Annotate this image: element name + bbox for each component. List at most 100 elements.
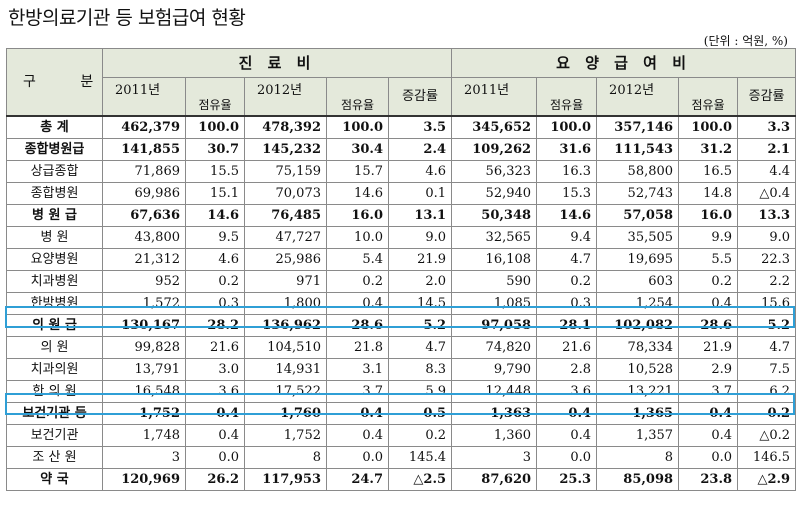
table-cell: 21.6 <box>185 336 245 359</box>
table-cell: 30.7 <box>185 138 245 161</box>
table-cell: 0.2 <box>387 424 453 447</box>
table-cell: 0.0 <box>678 446 739 469</box>
table-cell: 25.3 <box>536 468 598 491</box>
table-row: 종합병원급 141,855 30.7 145,232 30.4 2.4 109,262 31.… <box>6 138 797 161</box>
table-cell: 3.6 <box>185 380 245 403</box>
table-cell: 130,167 <box>102 314 186 337</box>
header-share: 점유율 <box>536 77 598 117</box>
table-cell: 0.2 <box>536 270 598 293</box>
table-cell: 28.1 <box>536 314 598 337</box>
table-cell: 1,752 <box>244 424 327 447</box>
table-cell: 0.4 <box>326 402 389 425</box>
table-cell: 15.1 <box>185 182 245 205</box>
table-cell: 3.6 <box>536 380 598 403</box>
table-cell: △2.5 <box>387 468 453 491</box>
table-cell: 7.5 <box>737 358 797 381</box>
table-cell: 21.9 <box>387 248 453 271</box>
row-label: 치과의원 <box>6 358 103 381</box>
table-cell: 9.0 <box>387 226 453 249</box>
header-year-2011: 2011년 <box>102 77 186 117</box>
table-cell: 14.8 <box>678 182 739 205</box>
table-cell: 3.7 <box>326 380 389 403</box>
row-label: 약 국 <box>6 468 103 491</box>
table-cell: 117,953 <box>244 468 327 491</box>
table-cell: 2.4 <box>387 138 453 161</box>
table-cell: 0.1 <box>387 182 453 205</box>
table-cell: 21,312 <box>102 248 186 271</box>
table-cell: 85,098 <box>596 468 680 491</box>
table-cell: 30.4 <box>326 138 389 161</box>
table-cell: 75,159 <box>244 160 327 183</box>
table-cell: 0.5 <box>387 402 453 425</box>
table-cell: 357,146 <box>596 115 680 139</box>
table-cell: 3.5 <box>387 115 453 139</box>
table-cell: 2.9 <box>678 358 739 381</box>
table-row: 요양병원 21,312 4.6 25,986 5.4 21.9 16,108 4.7 19,69… <box>6 248 797 271</box>
header-share: 점유율 <box>678 77 739 117</box>
header-change-rate: 증감률 <box>737 77 797 117</box>
table-cell: △2.9 <box>737 468 797 491</box>
table-cell: 8.3 <box>387 358 453 381</box>
table-cell: 100.0 <box>185 115 245 139</box>
table-cell: 0.0 <box>536 446 598 469</box>
table-cell: 4.4 <box>737 160 797 183</box>
table-cell: 10.0 <box>326 226 389 249</box>
table-cell: 13.1 <box>387 204 453 227</box>
table-cell: 3.1 <box>326 358 389 381</box>
table-cell: 14.6 <box>326 182 389 205</box>
table-cell: 5.2 <box>737 314 797 337</box>
table-cell: 1,357 <box>596 424 680 447</box>
table-cell: 16.0 <box>326 204 389 227</box>
table-cell: 31.6 <box>536 138 598 161</box>
table-row: 조 산 원 3 0.0 8 0.0 145.4 3 0.0 8 0.0 146.5 <box>6 446 797 469</box>
table-cell: 100.0 <box>536 115 598 139</box>
table-cell: 9.4 <box>536 226 598 249</box>
table-cell: 0.3 <box>536 292 598 315</box>
header-change-rate: 증감률 <box>387 77 453 117</box>
table-cell: 2.0 <box>387 270 453 293</box>
table-cell: 0.3 <box>185 292 245 315</box>
table-row: 병 원 43,800 9.5 47,727 10.0 9.0 32,565 9.4 35,505… <box>6 226 797 249</box>
table-cell: 52,940 <box>451 182 538 205</box>
table-cell: 1,800 <box>244 292 327 315</box>
table-cell: 2.8 <box>536 358 598 381</box>
table-cell: 56,323 <box>451 160 538 183</box>
table-cell: 0.0 <box>326 446 389 469</box>
table-cell: 0.2 <box>326 270 389 293</box>
table-cell: 35,505 <box>596 226 680 249</box>
header-year-2011: 2011년 <box>451 77 538 117</box>
table-cell: 10,528 <box>596 358 680 381</box>
header-year-2012: 2012년 <box>244 77 327 117</box>
table-cell: 3 <box>451 446 538 469</box>
table-cell: 1,254 <box>596 292 680 315</box>
table-cell: 1,760 <box>244 402 327 425</box>
table-cell: 67,636 <box>102 204 186 227</box>
table-cell: 74,820 <box>451 336 538 359</box>
table-cell: 0.4 <box>678 402 739 425</box>
table-cell: 15.3 <box>536 182 598 205</box>
table-cell: 21.6 <box>536 336 598 359</box>
table-cell: 9.0 <box>737 226 797 249</box>
table-cell: 0.4 <box>536 402 598 425</box>
row-label: 보건기관 등 <box>6 402 103 425</box>
table-cell: 15.6 <box>737 292 797 315</box>
table-cell: 6.2 <box>737 380 797 403</box>
table-cell: 99,828 <box>102 336 186 359</box>
unit-note: (단위 : 억원, %) <box>703 34 788 48</box>
table-row: 치과병원 952 0.2 971 0.2 2.0 590 0.2 603 0.2 2.2 <box>6 270 797 293</box>
table-cell: 50,348 <box>451 204 538 227</box>
table-cell: 13,221 <box>596 380 680 403</box>
table-row: 총 계 462,379 100.0 478,392 100.0 3.5 345,652 100… <box>6 115 797 139</box>
table-cell: 43,800 <box>102 226 186 249</box>
row-label: 병 원 급 <box>6 204 103 227</box>
table-cell: 2.2 <box>737 270 797 293</box>
table-cell: 2.1 <box>737 138 797 161</box>
table-cell: 57,058 <box>596 204 680 227</box>
table-cell: 16.0 <box>678 204 739 227</box>
table-cell: 5.9 <box>387 380 453 403</box>
table-cell: 70,073 <box>244 182 327 205</box>
header-medical-cost: 진 료 비 <box>101 48 453 78</box>
table-cell: 97,058 <box>451 314 538 337</box>
row-label: 한방병원 <box>6 292 103 315</box>
table-cell: 0.4 <box>185 424 245 447</box>
